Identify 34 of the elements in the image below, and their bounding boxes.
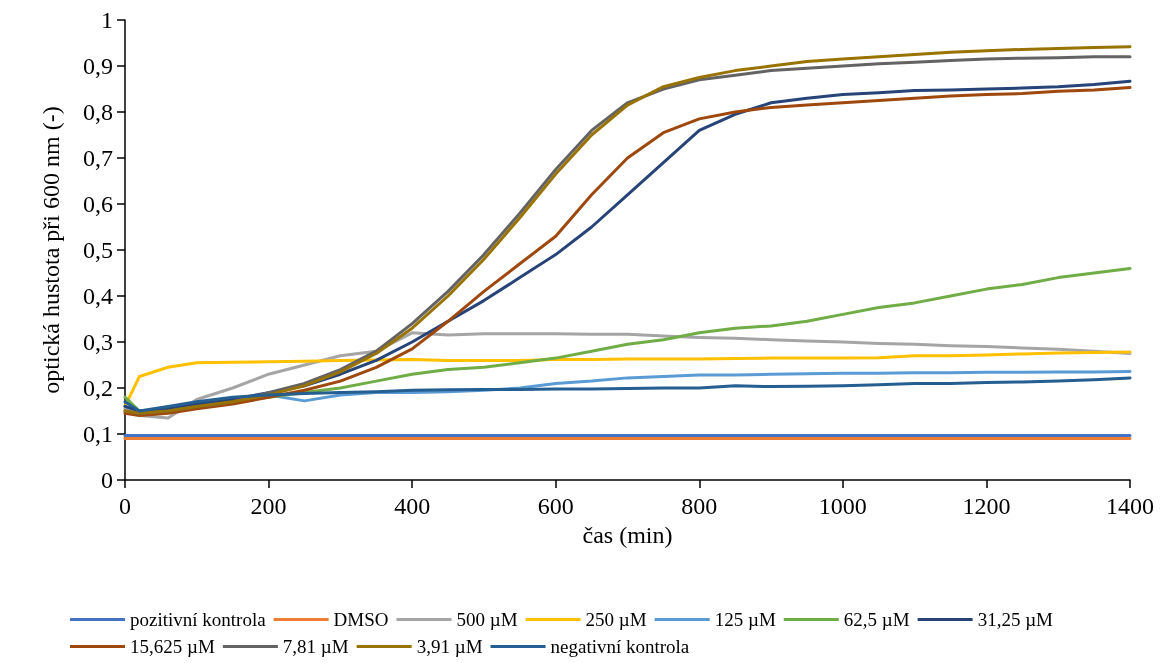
legend-label: 125 µM	[714, 609, 776, 630]
line-series	[123, 350, 1132, 408]
y-axis-title: optická hustota při 600 nm (-)	[38, 106, 64, 394]
y-tick-label: 0,1	[83, 421, 113, 447]
y-tick-label: 0,3	[83, 329, 113, 355]
x-tick-label: 1000	[818, 493, 867, 519]
legend-label: 250 µM	[585, 609, 647, 630]
x-tick-label: 600	[537, 493, 574, 519]
x-tick-label: 1200	[962, 493, 1011, 519]
y-tick-label: 0,6	[83, 191, 113, 217]
y-tick-label: 0	[101, 467, 113, 493]
legend-label: 500 µM	[456, 609, 518, 630]
legend-label: 7,81 µM	[282, 636, 349, 657]
y-tick-label: 1	[101, 7, 113, 33]
x-tick-label: 200	[250, 493, 287, 519]
x-tick-label: 1400	[1106, 493, 1154, 519]
legend-label: 62,5 µM	[843, 609, 910, 630]
y-tick-label: 0,9	[83, 53, 113, 79]
x-tick-label: 400	[394, 493, 431, 519]
legend-label: negativní kontrola	[550, 636, 690, 657]
y-tick-label: 0,7	[83, 145, 113, 171]
legend-label: 31,25 µM	[977, 609, 1054, 630]
x-tick-label: 0	[119, 493, 131, 519]
y-tick-label: 0,8	[83, 99, 113, 125]
y-tick-label: 0,2	[83, 375, 113, 401]
x-tick-label: 800	[681, 493, 718, 519]
x-axis-title: čas (min)	[582, 521, 673, 548]
legend-label: 3,91 µM	[416, 636, 483, 657]
legend-label: DMSO	[333, 609, 389, 630]
y-tick-label: 0,4	[83, 283, 113, 309]
line-series	[123, 376, 1132, 413]
legend-label: 15,625 µM	[130, 636, 215, 657]
y-tick-label: 0,5	[83, 237, 113, 263]
legend-label: pozitivní kontrola	[130, 609, 267, 630]
